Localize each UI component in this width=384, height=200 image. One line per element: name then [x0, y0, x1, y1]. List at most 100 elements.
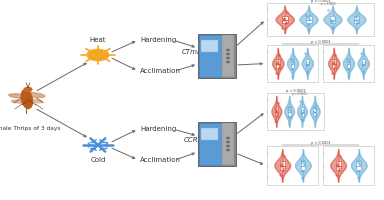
- Point: [300, 118, 306, 121]
- Point: [354, 159, 360, 162]
- Ellipse shape: [9, 94, 30, 98]
- Point: [290, 60, 296, 63]
- Point: [273, 110, 279, 113]
- Ellipse shape: [24, 92, 45, 98]
- Point: [305, 29, 311, 32]
- Point: [304, 70, 310, 73]
- Point: [311, 111, 318, 114]
- Point: [298, 161, 305, 164]
- Point: [274, 112, 280, 116]
- Point: [304, 65, 310, 68]
- Point: [329, 25, 335, 28]
- Point: [356, 16, 362, 19]
- Bar: [313, 107, 316, 116]
- Point: [311, 106, 317, 109]
- Point: [305, 70, 311, 73]
- Point: [299, 177, 305, 180]
- Bar: [330, 16, 336, 23]
- Bar: [362, 59, 365, 68]
- Point: [286, 122, 292, 125]
- Point: [312, 107, 318, 110]
- Point: [280, 168, 286, 171]
- Point: [355, 177, 361, 180]
- Point: [344, 68, 351, 71]
- Point: [299, 111, 305, 114]
- Point: [352, 14, 358, 17]
- Circle shape: [227, 141, 229, 143]
- Point: [298, 159, 304, 162]
- Circle shape: [227, 61, 229, 63]
- Point: [331, 62, 337, 65]
- Point: [286, 108, 293, 111]
- Point: [300, 162, 306, 165]
- Point: [303, 14, 310, 17]
- Circle shape: [227, 149, 229, 151]
- Point: [329, 71, 335, 74]
- Point: [344, 57, 350, 60]
- Point: [313, 108, 319, 111]
- Point: [306, 16, 312, 19]
- Point: [330, 62, 336, 65]
- Text: p < 0.0001: p < 0.0001: [286, 89, 306, 93]
- Point: [359, 63, 365, 66]
- Point: [304, 64, 310, 67]
- Point: [330, 25, 336, 29]
- Point: [306, 14, 313, 17]
- Point: [356, 162, 362, 165]
- Point: [353, 15, 359, 18]
- Point: [329, 19, 336, 23]
- FancyBboxPatch shape: [198, 34, 235, 78]
- Circle shape: [87, 49, 109, 61]
- Point: [286, 109, 293, 112]
- Point: [346, 57, 352, 61]
- Text: CTmax: CTmax: [181, 49, 206, 55]
- Point: [281, 16, 288, 19]
- Point: [333, 173, 339, 177]
- FancyBboxPatch shape: [198, 122, 235, 166]
- Point: [280, 166, 286, 170]
- Bar: [323, 146, 374, 185]
- Bar: [276, 59, 280, 68]
- Point: [334, 164, 340, 167]
- Point: [273, 110, 279, 113]
- Point: [301, 163, 307, 166]
- Point: [277, 173, 283, 177]
- Point: [359, 65, 366, 68]
- Text: Cold: Cold: [90, 157, 106, 163]
- Point: [306, 17, 313, 20]
- Point: [353, 18, 359, 21]
- Point: [354, 170, 361, 173]
- Point: [346, 61, 352, 64]
- Point: [360, 64, 366, 67]
- Point: [299, 112, 305, 115]
- Point: [274, 114, 280, 117]
- Point: [346, 60, 352, 63]
- Point: [289, 68, 295, 71]
- Point: [297, 99, 303, 103]
- Point: [356, 169, 362, 172]
- Text: Hardening: Hardening: [140, 37, 176, 43]
- Point: [275, 66, 281, 69]
- Point: [337, 155, 343, 158]
- Point: [328, 21, 334, 24]
- Point: [345, 74, 351, 77]
- Point: [275, 62, 281, 65]
- Point: [346, 67, 352, 70]
- Point: [279, 162, 285, 165]
- Point: [306, 22, 312, 26]
- Point: [276, 53, 282, 56]
- Text: p < 0.0001: p < 0.0001: [321, 2, 336, 6]
- Point: [285, 116, 291, 119]
- Point: [335, 162, 341, 165]
- Circle shape: [227, 137, 229, 139]
- Text: p < 0.0001: p < 0.0001: [311, 141, 331, 145]
- Point: [278, 164, 285, 167]
- Point: [279, 164, 285, 167]
- Bar: [200, 40, 218, 52]
- Point: [329, 19, 336, 22]
- Point: [304, 15, 310, 19]
- Point: [281, 18, 287, 21]
- Point: [283, 20, 289, 23]
- Point: [312, 114, 318, 117]
- Point: [303, 63, 309, 66]
